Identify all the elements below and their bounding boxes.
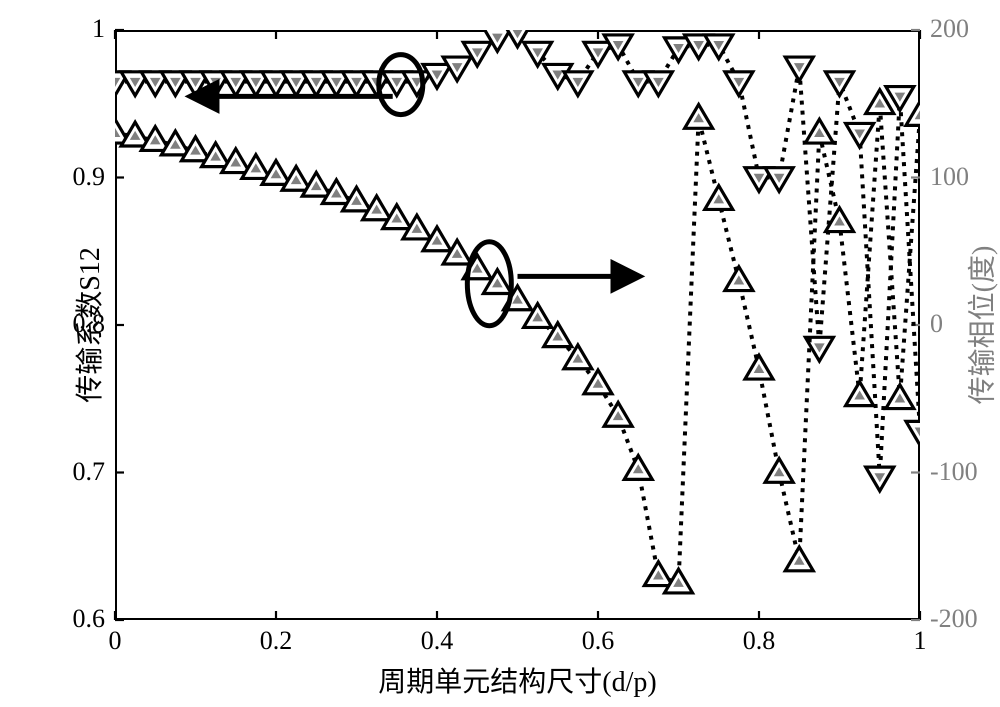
y-left-axis-label: 传输系数S12 bbox=[68, 247, 108, 403]
s12-series-line bbox=[115, 33, 920, 477]
chart-svg bbox=[0, 0, 1000, 707]
y-left-tick-label: 1 bbox=[92, 14, 105, 44]
phase-series-line bbox=[115, 104, 920, 583]
s12-series-markers bbox=[101, 23, 934, 491]
x-tick-label: 0.4 bbox=[417, 626, 457, 656]
y-right-axis-label: 传输相位(度) bbox=[961, 246, 1000, 405]
y-right-tick-label: 200 bbox=[930, 14, 969, 44]
y-left-tick-label: 0.9 bbox=[73, 162, 106, 192]
y-right-tick-label: 100 bbox=[930, 162, 969, 192]
x-tick-label: 0.8 bbox=[739, 626, 779, 656]
y-left-tick-label: 0.6 bbox=[73, 604, 106, 634]
chart-container: 00.20.40.60.810.60.70.80.91-200-10001002… bbox=[0, 0, 1000, 707]
y-right-tick-label: 0 bbox=[930, 309, 943, 339]
x-tick-label: 0.6 bbox=[578, 626, 618, 656]
x-axis-label: 周期单元结构尺寸(d/p) bbox=[115, 660, 920, 700]
y-right-tick-label: -100 bbox=[930, 457, 978, 487]
y-right-tick-label: -200 bbox=[930, 604, 978, 634]
x-tick-label: 0.2 bbox=[256, 626, 296, 656]
y-left-tick-label: 0.7 bbox=[73, 457, 106, 487]
